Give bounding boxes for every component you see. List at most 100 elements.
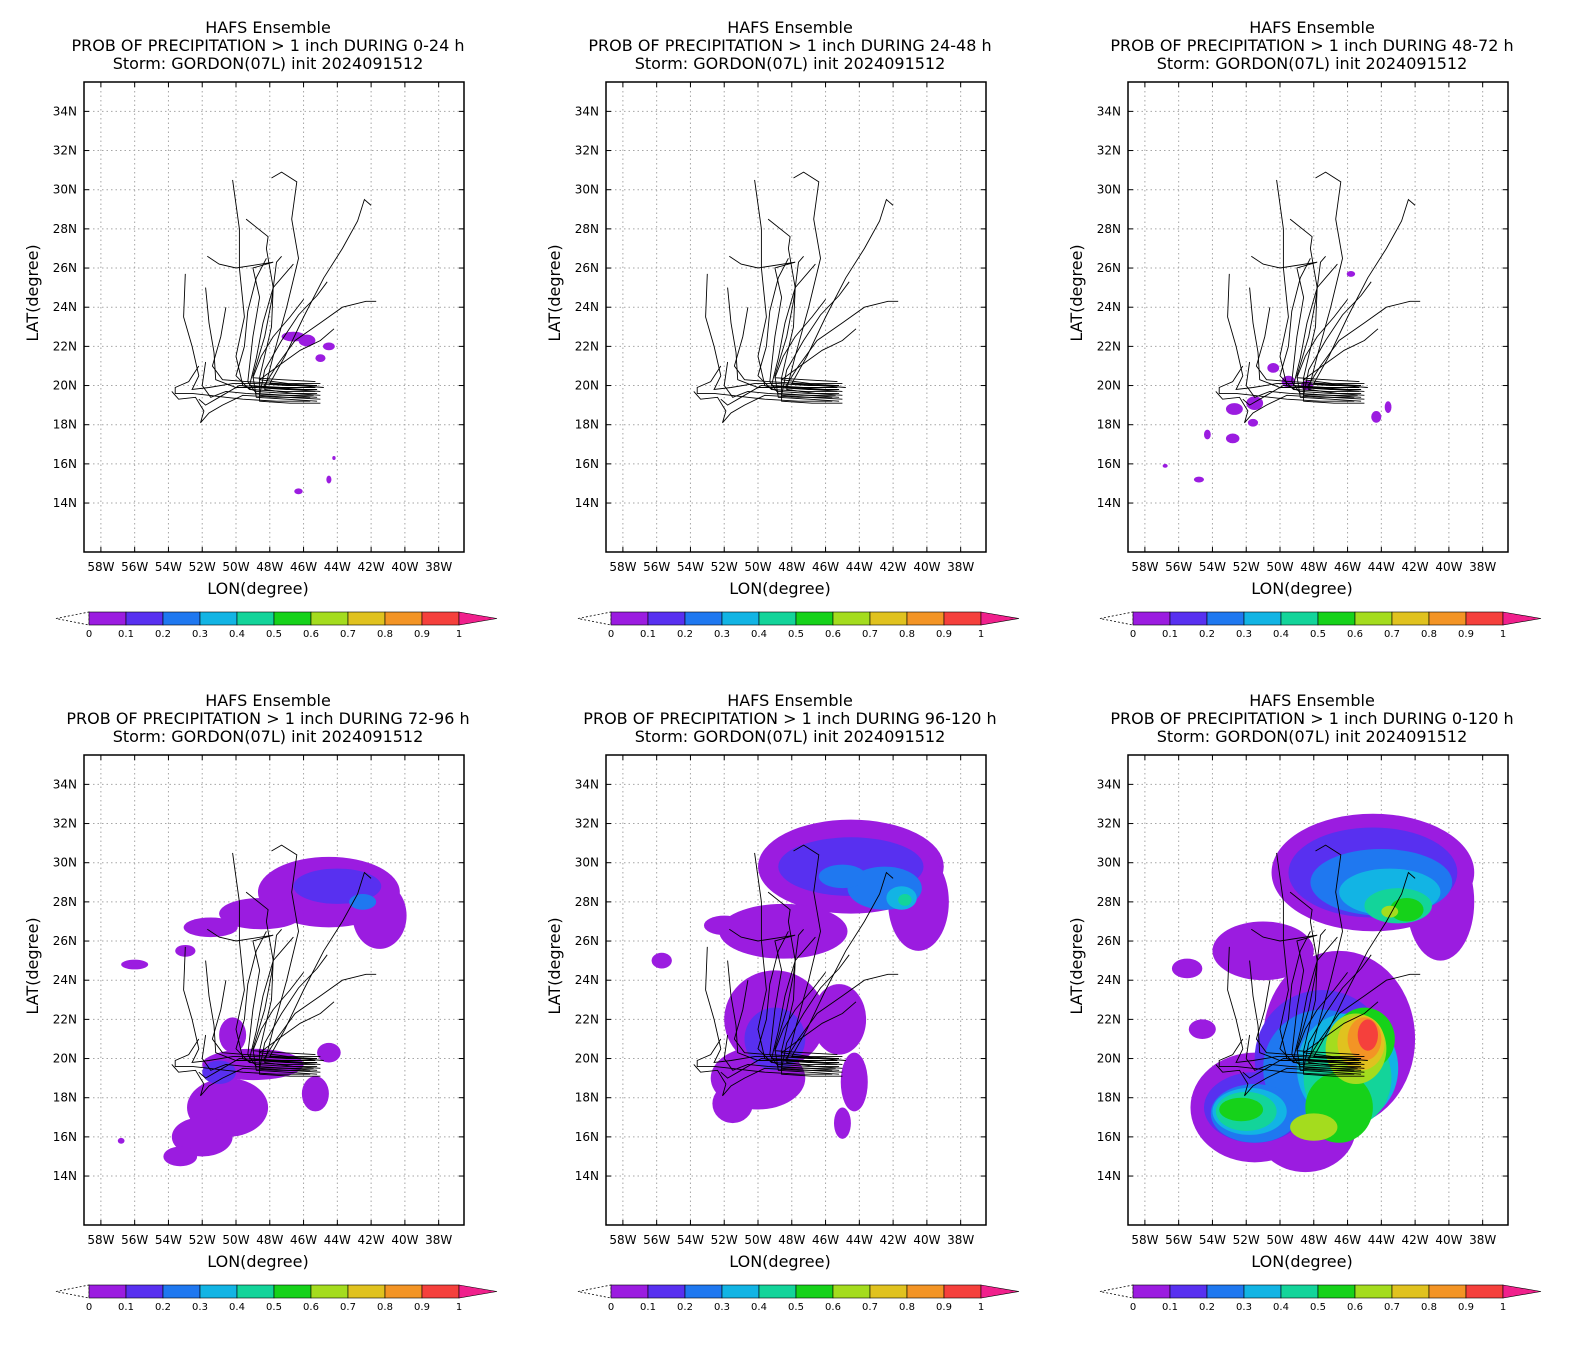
track-line	[174, 365, 311, 402]
colorbar-under-triangle	[1099, 611, 1134, 626]
panel-title3: Storm: GORDON(07L) init 2024091512	[113, 54, 424, 73]
x-tick-label: 40W	[391, 1233, 418, 1247]
plot-background	[1128, 82, 1508, 552]
track-line	[1279, 258, 1360, 392]
colorbar-label: 0.6	[825, 629, 841, 640]
plot-frame	[605, 81, 987, 553]
colorbar-label: 0.5	[788, 1302, 804, 1313]
track-line	[1227, 946, 1362, 1064]
y-tick-label: 34N	[53, 777, 77, 791]
track-line	[269, 871, 372, 1061]
panel-title3: Storm: GORDON(07L) init 2024091512	[113, 727, 424, 746]
colorbar: 0 0.1 0.2 0.3 0.4 0.5 0.6 0.7 0.8 0.9 1	[577, 1284, 1020, 1313]
track-line	[774, 256, 840, 402]
colorbar-label: 0.3	[714, 1302, 730, 1313]
x-tick-label: 46W	[1334, 560, 1361, 574]
y-tick-label: 32N	[575, 144, 599, 158]
y-tick-label: 18N	[575, 418, 599, 432]
y-tick-label: 22N	[53, 339, 77, 353]
colorbar-swatch	[1169, 1284, 1208, 1299]
x-tick-label: 48W	[778, 560, 805, 574]
x-tick-label: 50W	[1266, 560, 1293, 574]
y-tick-label: 14N	[575, 1169, 599, 1183]
colorbar-swatch	[347, 1284, 386, 1299]
precip-blob	[332, 456, 336, 460]
colorbar-swatch	[758, 1284, 797, 1299]
track-line	[1242, 1058, 1348, 1079]
precip-blob	[898, 894, 912, 906]
precip-blob	[1290, 1113, 1338, 1141]
colorbar-label: 1	[978, 629, 984, 640]
track-line	[248, 263, 316, 388]
precip-blob	[326, 475, 332, 484]
track-line	[1251, 928, 1362, 1071]
y-tick-label: 22N	[1097, 339, 1121, 353]
colorbar-swatch	[610, 611, 649, 626]
ensemble-tracks	[1215, 171, 1421, 424]
track-line	[1242, 385, 1348, 406]
y-axis-label: LAT(degree)	[23, 917, 42, 1014]
y-tick-label: 28N	[575, 895, 599, 909]
colorbar-swatch	[310, 1284, 349, 1299]
x-tick-label: 58W	[609, 1233, 636, 1247]
track-line	[171, 1064, 311, 1097]
x-tick-label: 48W	[778, 1233, 805, 1247]
x-tick-label: 46W	[812, 1233, 839, 1247]
colorbar-swatch	[1243, 1284, 1282, 1299]
colorbar-swatch	[384, 1284, 423, 1299]
track-line	[1245, 361, 1358, 398]
y-tick-label: 20N	[53, 1052, 77, 1066]
colorbar-swatch	[1280, 1284, 1319, 1299]
track-line	[784, 300, 899, 392]
panel-title1: HAFS Ensemble	[205, 691, 331, 710]
x-tick-label: 46W	[1334, 1233, 1361, 1247]
precip-blob	[202, 1060, 236, 1084]
precip-blob	[171, 1117, 233, 1157]
colorbar-label: 0.2	[677, 1302, 693, 1313]
track-line	[1313, 198, 1416, 388]
track-line	[1302, 1001, 1379, 1058]
colorbar-swatch	[832, 1284, 871, 1299]
track-line	[720, 1058, 826, 1079]
precip-blob	[183, 917, 238, 938]
colorbar-label: 0	[1130, 629, 1136, 640]
precip-blob	[163, 1146, 198, 1167]
y-tick-label: 16N	[575, 457, 599, 471]
y-axis-label: LAT(degree)	[1067, 244, 1086, 341]
colorbar-label: 0	[608, 1302, 614, 1313]
precip-blob	[322, 342, 335, 351]
x-tick-label: 44W	[1368, 560, 1395, 574]
y-axis-label: LAT(degree)	[545, 244, 564, 341]
panel-title2: PROB OF PRECIPITATION > 1 inch DURING 72…	[66, 709, 469, 728]
precip-blob	[301, 1076, 329, 1112]
colorbar-swatch	[832, 611, 871, 626]
colorbar-swatch	[125, 611, 164, 626]
colorbar-label: 0.7	[862, 629, 878, 640]
precip-field	[117, 856, 407, 1167]
y-tick-label: 30N	[1097, 856, 1121, 870]
map-panel-4: HAFS Ensemble PROB OF PRECIPITATION > 1 i…	[0, 673, 524, 1349]
colorbar-label: 0.8	[899, 629, 915, 640]
colorbar-label: 0.5	[266, 1302, 282, 1313]
track-line	[1292, 936, 1360, 1061]
colorbar-label: 0.4	[229, 629, 245, 640]
track-line	[791, 871, 894, 1061]
precip-blob	[1357, 1019, 1378, 1051]
colorbar-label: 0.1	[118, 1302, 134, 1313]
track-line	[780, 1001, 857, 1058]
x-tick-label: 54W	[155, 560, 182, 574]
track-line	[252, 972, 316, 1056]
track-line	[198, 385, 304, 406]
precip-blob	[1384, 401, 1392, 413]
colorbar-label: 0.4	[751, 1302, 767, 1313]
track-line	[1306, 300, 1421, 392]
x-tick-label: 48W	[1300, 560, 1327, 574]
colorbar-swatch	[236, 611, 275, 626]
x-tick-label: 46W	[290, 560, 317, 574]
precip-blob	[1219, 1097, 1264, 1122]
track-line	[248, 936, 316, 1061]
track-line	[696, 1038, 833, 1075]
